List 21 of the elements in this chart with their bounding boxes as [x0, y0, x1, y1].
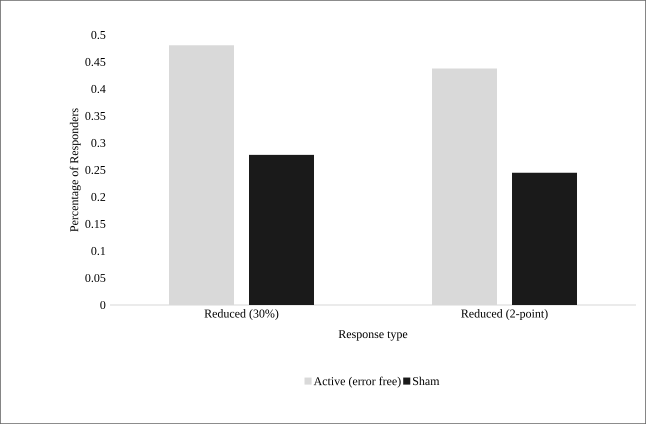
y-tick-label: 0 — [100, 300, 106, 310]
x-tick-label: Reduced (2-point) — [461, 309, 548, 320]
bar — [512, 172, 578, 305]
y-tick-label: 0.4 — [91, 84, 106, 94]
y-tick-label: 0.45 — [85, 58, 106, 66]
y-tick-label: 0.5 — [91, 30, 106, 40]
y-tick-label: 0.15 — [85, 220, 106, 228]
y-tick-label: 0.1 — [91, 246, 106, 256]
bar — [249, 154, 314, 305]
y-axis-title: Percentage of Responders — [70, 108, 81, 232]
bar — [169, 45, 234, 305]
y-tick-label: 0.35 — [85, 112, 106, 120]
legend-label: Sham — [413, 376, 440, 386]
legend-label: Active (error free) — [314, 376, 401, 388]
y-tick-label: 0.25 — [85, 166, 106, 174]
y-tick-label: 0.3 — [91, 138, 106, 148]
y-tick-label: 0.2 — [91, 192, 106, 202]
y-tick-label: 0.05 — [85, 274, 106, 282]
x-tick-label: Reduced (30%) — [204, 309, 278, 320]
x-axis-title: Response type — [338, 330, 408, 341]
bar — [432, 68, 498, 305]
